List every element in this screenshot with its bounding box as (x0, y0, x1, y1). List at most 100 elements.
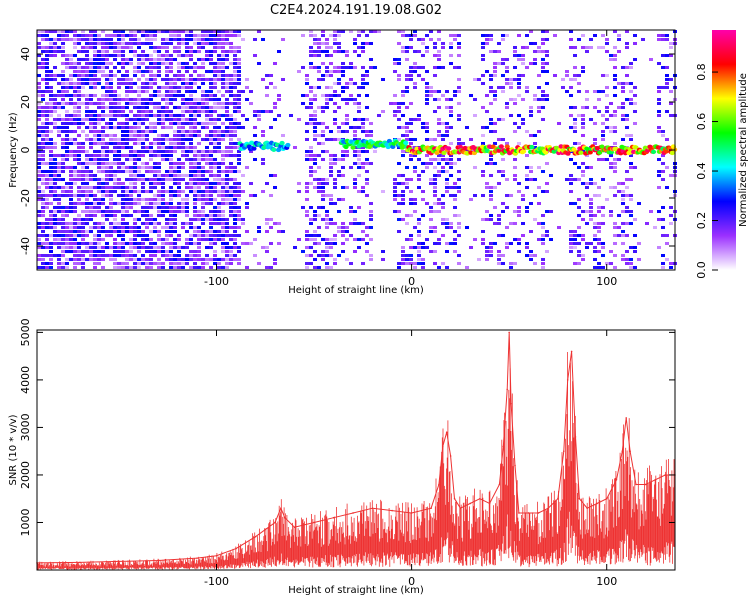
spectrogram-cell (173, 190, 177, 193)
spectrogram-cell (213, 214, 217, 217)
spectrogram-cell (173, 130, 177, 133)
spectrogram-cell (189, 242, 193, 245)
spectrogram-cell (193, 114, 197, 117)
spectrogram-cell (101, 98, 105, 101)
spectrogram-cell (37, 42, 41, 45)
spectrogram-cell (133, 182, 137, 185)
spectrogram-cell (93, 50, 97, 53)
spectrogram-cell (141, 214, 145, 217)
spectrogram-cell (109, 222, 113, 225)
spectrogram-cell (493, 242, 497, 245)
spectrogram-cell (313, 266, 317, 269)
spectrogram-cell (113, 118, 117, 121)
spectrogram-cell (145, 42, 149, 45)
spectrogram-cell (93, 70, 97, 73)
spectrogram-cell (577, 214, 581, 217)
spectrogram-cell (141, 138, 145, 141)
spectrogram-cell (45, 34, 49, 37)
spectrogram-cell (661, 178, 665, 181)
spectrogram-cell (209, 242, 213, 245)
spectrogram-cell (585, 90, 589, 93)
spectrogram-cell (57, 166, 61, 169)
spectrogram-cell (125, 198, 129, 201)
spectrogram-cell (337, 78, 341, 81)
spectrogram-cell (145, 222, 149, 225)
spectrogram-cell (517, 238, 521, 241)
spectrogram-cell (329, 238, 333, 241)
spectrogram-cell (573, 46, 577, 49)
spectrogram-cell (589, 218, 593, 221)
spectrogram-cell (445, 266, 449, 269)
spectrogram-cell (49, 262, 53, 265)
spectrogram-cell (205, 114, 209, 117)
spectrogram-cell (105, 46, 109, 49)
spectrogram-cell (77, 178, 81, 181)
spectrogram-cell (137, 190, 141, 193)
spectrogram-cell (153, 90, 157, 93)
spectrogram-cell (621, 254, 625, 257)
spectrogram-cell (469, 246, 473, 249)
spectrogram-cell (77, 62, 81, 65)
spectrogram-cell (489, 250, 493, 253)
spectrogram-cell (189, 74, 193, 77)
spectrogram-cell (401, 218, 405, 221)
spectrogram-cell (133, 242, 137, 245)
spectrogram-cell (401, 262, 405, 265)
spectrogram-cell (585, 246, 589, 249)
spectrogram-cell (613, 74, 617, 77)
spectrogram-cell (521, 222, 525, 225)
spectrogram-cell (581, 122, 585, 125)
spectrogram-cell (169, 250, 173, 253)
spectrogram-cell (129, 134, 133, 137)
spectrogram-cell (125, 230, 129, 233)
spectrogram-cell (69, 102, 73, 105)
spectrogram-cell (213, 234, 217, 237)
spectrogram-cell (369, 254, 373, 257)
spectrogram-cell (157, 74, 161, 77)
spectrogram-cell (585, 210, 589, 213)
spectrogram-cell (61, 178, 65, 181)
spectrogram-cell (225, 98, 229, 101)
spectrogram-cell (101, 266, 105, 269)
spectrogram-feature-point (565, 151, 571, 156)
spectrogram-cell (157, 194, 161, 197)
spectrogram-cell (413, 166, 417, 169)
spectrogram-cell (41, 262, 45, 265)
spectrogram-cell (245, 118, 249, 121)
spectrogram-cell (125, 74, 129, 77)
spectrogram-cell (633, 86, 637, 89)
spectrogram-cell (81, 94, 85, 97)
spectrogram-cell (113, 126, 117, 129)
spectrogram-cell (489, 158, 493, 161)
spectrogram-cell (37, 166, 41, 169)
spectrogram-cell (69, 178, 73, 181)
spectrogram-cell (213, 250, 217, 253)
spectrogram-cell (217, 138, 221, 141)
spectrogram-cell (133, 170, 137, 173)
spectrogram-cell (85, 242, 89, 245)
spectrogram-cell (153, 230, 157, 233)
spectrogram-cell (349, 30, 353, 33)
spectrogram-cell (65, 154, 69, 157)
spectrogram-cell (365, 106, 369, 109)
spectrogram-cell (201, 178, 205, 181)
spectrogram-cell (457, 170, 461, 173)
spectrogram-cell (141, 134, 145, 137)
spectrogram-cell (421, 78, 425, 81)
spectrogram-cell (97, 202, 101, 205)
spectrogram-cell (305, 190, 309, 193)
spectrogram-cell (105, 190, 109, 193)
spectrogram-cell (61, 70, 65, 73)
spectrogram-cell (449, 54, 453, 57)
spectrogram-cell (217, 178, 221, 181)
spectrogram-cell (141, 98, 145, 101)
spectrogram-cell (233, 198, 237, 201)
spectrogram-cell (613, 266, 617, 269)
spectrogram-cell (205, 162, 209, 165)
spectrogram-cell (525, 242, 529, 245)
spectrogram-cell (225, 246, 229, 249)
spectrogram-cell (601, 114, 605, 117)
spectrogram-cell (349, 98, 353, 101)
spectrogram-cell (421, 242, 425, 245)
spectrogram-cell (309, 234, 313, 237)
